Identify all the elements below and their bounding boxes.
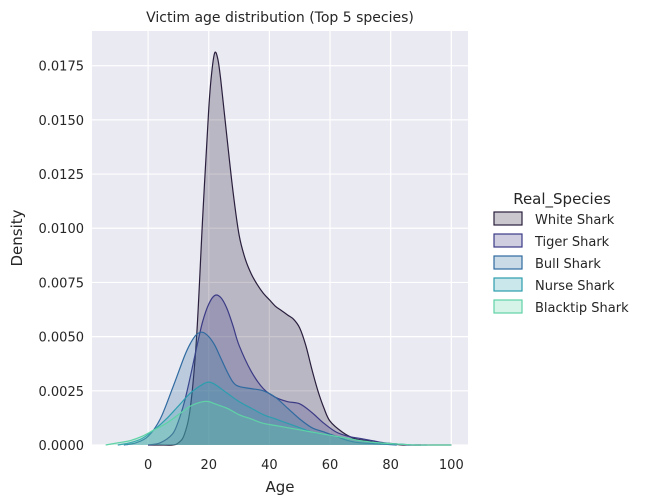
legend-label-bull-shark: Bull Shark	[535, 257, 601, 272]
legend: Real_Species White Shark Tiger Shark Bull …	[493, 190, 629, 316]
y-tick-label-6: 0.0150	[39, 114, 85, 129]
y-tick-label-1: 0.0025	[39, 385, 85, 400]
area-tiger-shark	[148, 295, 421, 446]
legend-label-tiger-shark: Tiger Shark	[534, 235, 610, 250]
y-tick-label-2: 0.0050	[39, 331, 85, 346]
legend-swatch-white-shark	[493, 211, 523, 226]
legend-swatch-nurse-shark	[493, 277, 523, 292]
line-blacktip-shark	[105, 400, 452, 446]
plot-area	[92, 31, 468, 445]
legend-label-blacktip-shark: Blacktip Shark	[535, 301, 629, 316]
area-nurse-shark	[117, 382, 428, 446]
chart-title: Victim age distribution (Top 5 species)	[146, 10, 414, 26]
x-tick-label-5: 100	[439, 458, 464, 473]
legend-title: Real_Species	[513, 190, 611, 209]
legend-label-white-shark: White Shark	[535, 213, 615, 228]
legend-swatch-bull-shark	[493, 255, 523, 270]
y-tick-label-5: 0.0125	[39, 168, 85, 183]
x-tick-label-4: 80	[382, 458, 399, 473]
x-axis-label: Age	[265, 478, 294, 496]
x-tick-label-2: 40	[261, 458, 278, 473]
line-bull-shark	[123, 331, 397, 446]
area-blacktip-shark	[105, 401, 452, 446]
x-tick-label-1: 20	[200, 458, 217, 473]
area-bull-shark	[123, 332, 397, 445]
line-tiger-shark	[147, 294, 422, 446]
y-tick-label-3: 0.0075	[39, 276, 85, 291]
y-tick-label-0: 0.0000	[39, 439, 85, 454]
line-white-shark	[148, 51, 452, 446]
y-tick-label-4: 0.0100	[39, 222, 85, 237]
y-axis-label: Density	[8, 209, 26, 266]
y-axis-ticks: 0.0000 0.0025 0.0050 0.0075 0.0100 0.0125 0.01…	[39, 60, 85, 454]
x-tick-label-3: 60	[322, 458, 339, 473]
x-axis-ticks: 0 20 40 60 80 100	[144, 458, 464, 473]
legend-label-nurse-shark: Nurse Shark	[535, 279, 615, 294]
legend-swatch-blacktip-shark	[493, 299, 523, 314]
area-white-shark	[148, 52, 452, 446]
x-tick-label-0: 0	[144, 458, 152, 473]
y-tick-label-7: 0.0175	[39, 60, 85, 75]
density-areas	[105, 51, 452, 446]
legend-swatch-tiger-shark	[493, 233, 523, 248]
